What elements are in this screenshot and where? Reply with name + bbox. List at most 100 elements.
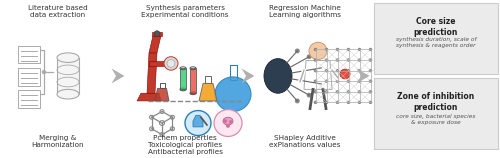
Polygon shape: [199, 83, 217, 101]
Circle shape: [154, 31, 160, 36]
Circle shape: [368, 90, 372, 94]
Polygon shape: [147, 53, 157, 93]
Circle shape: [185, 111, 211, 136]
Circle shape: [336, 101, 340, 104]
Circle shape: [295, 99, 300, 103]
Circle shape: [150, 127, 154, 131]
Circle shape: [164, 57, 178, 70]
Circle shape: [346, 48, 350, 51]
Circle shape: [358, 58, 362, 62]
Circle shape: [324, 69, 328, 72]
Text: core size, bacterial species
& exposure dose: core size, bacterial species & exposure …: [396, 114, 475, 125]
Circle shape: [346, 69, 350, 72]
Circle shape: [324, 58, 328, 62]
Circle shape: [223, 119, 227, 123]
Ellipse shape: [57, 53, 79, 62]
Polygon shape: [112, 68, 124, 83]
Circle shape: [306, 93, 312, 97]
Circle shape: [324, 79, 328, 83]
Bar: [180, 68, 186, 89]
Polygon shape: [356, 68, 370, 83]
Bar: [205, 76, 211, 83]
Circle shape: [336, 58, 340, 62]
Polygon shape: [193, 115, 203, 127]
FancyBboxPatch shape: [374, 3, 498, 74]
Bar: [57, 58, 79, 94]
Circle shape: [368, 58, 372, 62]
Text: Zone of inhibition
prediction: Zone of inhibition prediction: [398, 92, 474, 112]
Circle shape: [314, 79, 318, 83]
Circle shape: [309, 42, 327, 60]
Circle shape: [336, 79, 340, 83]
Ellipse shape: [57, 89, 79, 99]
Circle shape: [358, 69, 362, 72]
Circle shape: [346, 101, 350, 104]
Circle shape: [226, 124, 230, 128]
Circle shape: [42, 70, 46, 74]
Circle shape: [324, 101, 328, 104]
Circle shape: [314, 101, 318, 104]
Circle shape: [336, 90, 340, 94]
Circle shape: [346, 58, 350, 62]
Text: Merging &
Harmonization: Merging & Harmonization: [32, 135, 84, 148]
Ellipse shape: [190, 92, 196, 95]
Text: synthesis duration, scale of
synthesis & reagents order: synthesis duration, scale of synthesis &…: [396, 37, 476, 48]
Circle shape: [314, 69, 318, 72]
Polygon shape: [155, 88, 169, 101]
Circle shape: [306, 54, 312, 59]
FancyBboxPatch shape: [374, 78, 498, 149]
FancyBboxPatch shape: [18, 46, 40, 63]
Circle shape: [167, 60, 175, 67]
Circle shape: [160, 121, 164, 125]
Circle shape: [170, 115, 174, 119]
Text: Synthesis parameters
Experimental conditions: Synthesis parameters Experimental condit…: [142, 5, 229, 18]
Circle shape: [358, 101, 362, 104]
Circle shape: [314, 58, 318, 62]
Circle shape: [340, 69, 350, 79]
Bar: [160, 83, 164, 88]
Circle shape: [160, 109, 164, 113]
Circle shape: [324, 48, 328, 51]
Circle shape: [295, 49, 300, 53]
Circle shape: [358, 79, 362, 83]
Circle shape: [336, 69, 340, 72]
Circle shape: [215, 77, 251, 112]
Circle shape: [319, 66, 324, 70]
Bar: [190, 68, 196, 93]
Text: Regression Machine
Learning algorithms: Regression Machine Learning algorithms: [269, 5, 341, 18]
Circle shape: [170, 127, 174, 131]
Circle shape: [150, 115, 154, 119]
Circle shape: [160, 133, 164, 137]
Polygon shape: [149, 36, 161, 53]
Circle shape: [358, 48, 362, 51]
Text: SHapley Additive
exPlanations values: SHapley Additive exPlanations values: [269, 135, 341, 148]
Circle shape: [229, 120, 233, 124]
Ellipse shape: [180, 88, 186, 91]
Circle shape: [324, 90, 328, 94]
Circle shape: [368, 101, 372, 104]
Circle shape: [368, 48, 372, 51]
Circle shape: [319, 82, 324, 86]
Text: Literature based
data extraction: Literature based data extraction: [28, 5, 88, 18]
Circle shape: [368, 69, 372, 72]
Circle shape: [314, 90, 318, 94]
Circle shape: [346, 79, 350, 83]
FancyBboxPatch shape: [18, 68, 40, 85]
Circle shape: [358, 90, 362, 94]
Circle shape: [336, 48, 340, 51]
Text: Core size
prediction: Core size prediction: [414, 17, 458, 37]
Polygon shape: [137, 93, 161, 101]
Bar: [230, 65, 236, 80]
Bar: [152, 32, 162, 36]
Polygon shape: [304, 61, 332, 89]
Ellipse shape: [264, 59, 292, 93]
Text: Pchem properties
Toxicological profiles
Antibacterial profiles: Pchem properties Toxicological profiles …: [148, 135, 222, 155]
Circle shape: [346, 90, 350, 94]
FancyBboxPatch shape: [18, 90, 40, 108]
Polygon shape: [242, 68, 254, 83]
Ellipse shape: [223, 117, 233, 125]
Circle shape: [314, 48, 318, 51]
Circle shape: [368, 79, 372, 83]
Polygon shape: [149, 61, 171, 66]
Circle shape: [214, 109, 242, 137]
